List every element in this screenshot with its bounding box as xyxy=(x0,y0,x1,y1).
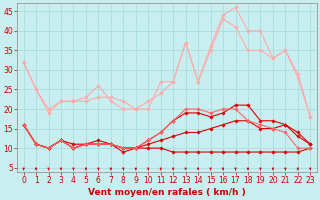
X-axis label: Vent moyen/en rafales ( km/h ): Vent moyen/en rafales ( km/h ) xyxy=(88,188,246,197)
